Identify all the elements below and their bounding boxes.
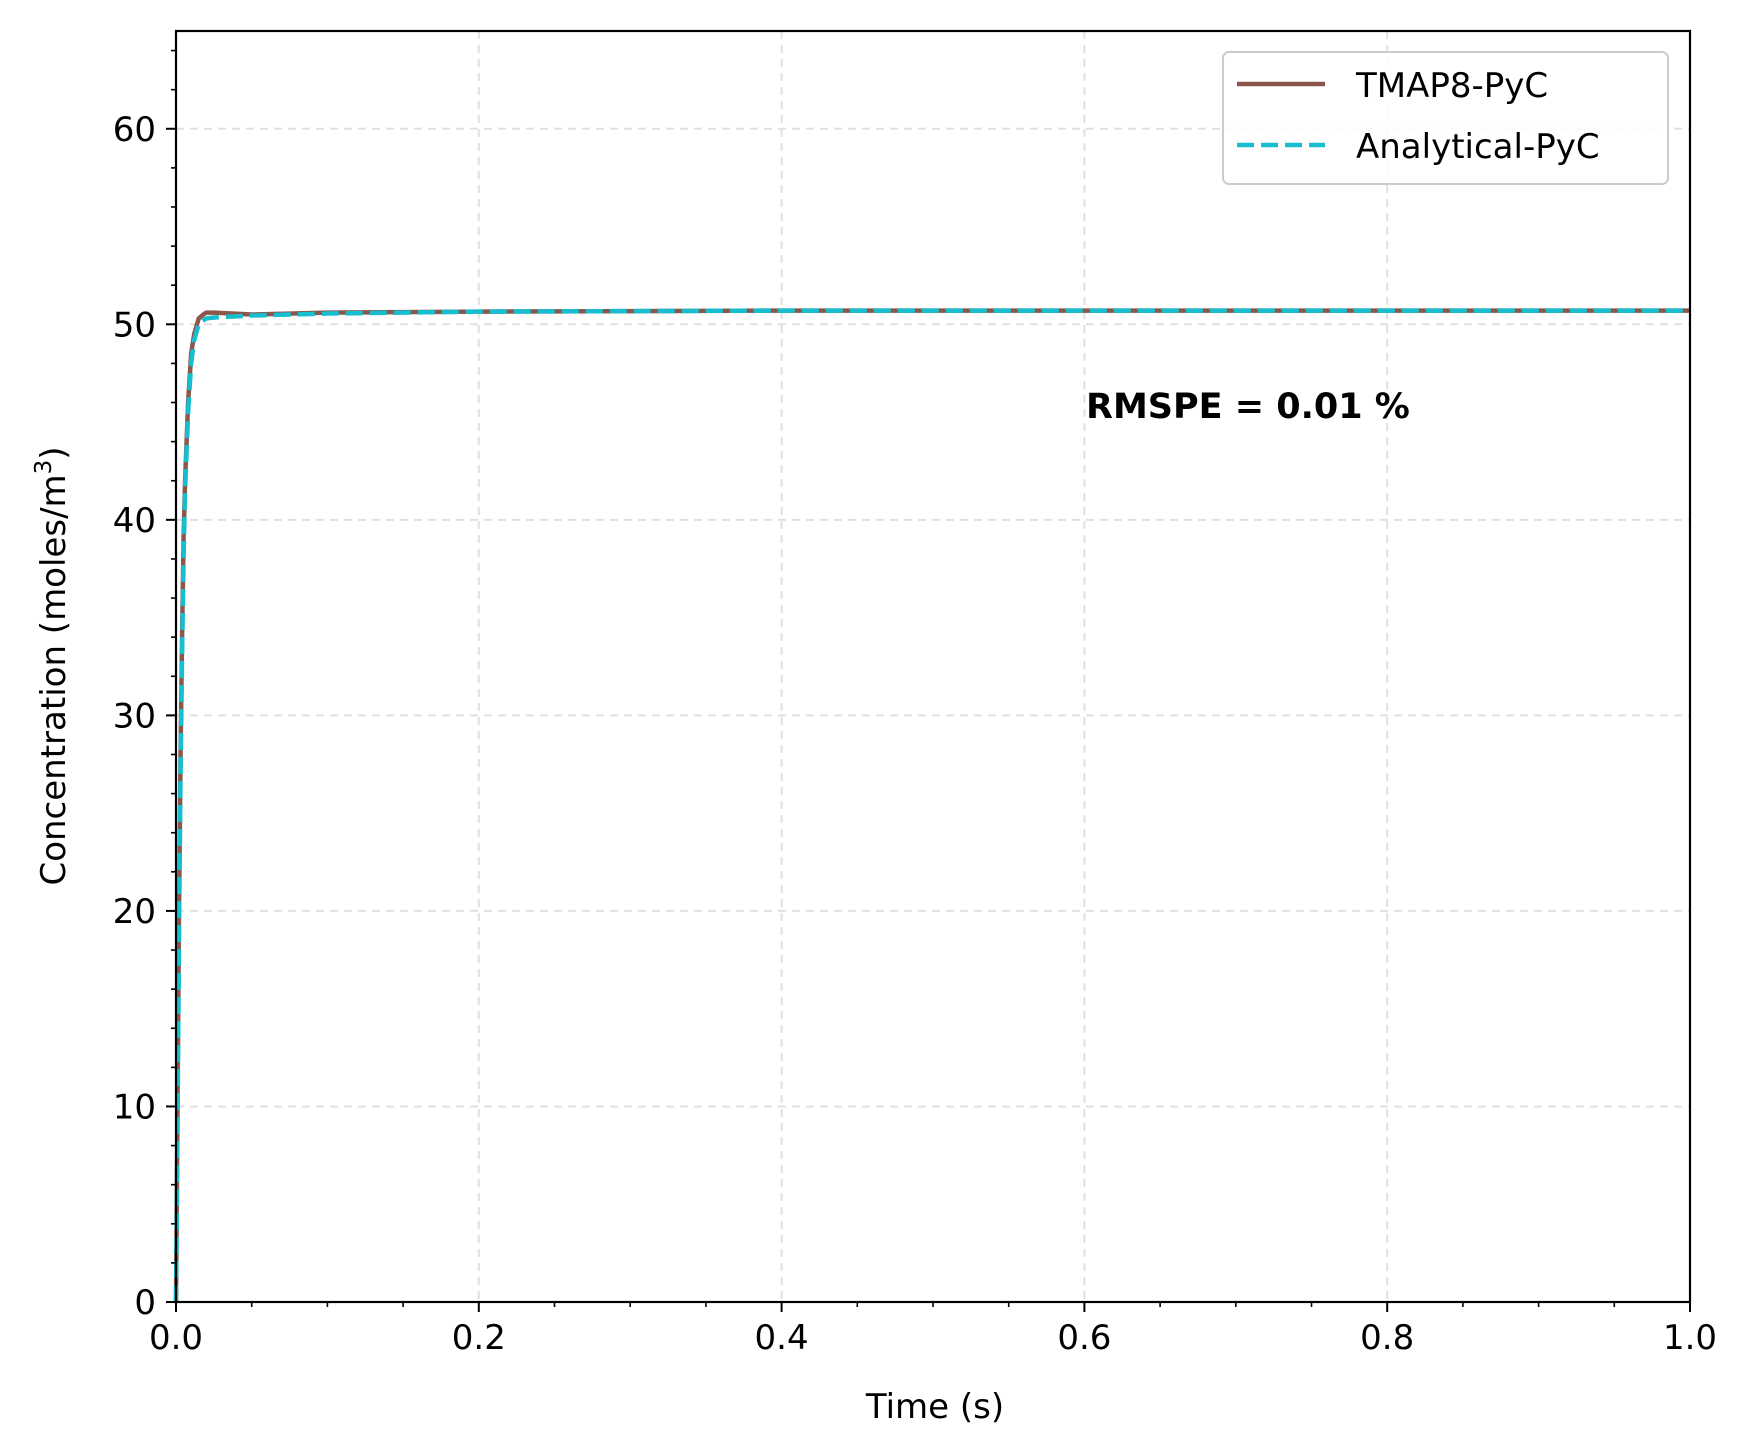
y-tick-label: 60 [113,110,156,150]
y-axis-label-superscript: 3 [31,460,57,475]
x-tick-label: 0.6 [1057,1318,1111,1358]
legend-box [1222,51,1669,185]
legend-label-analytical-pyc: Analytical-PyC [1356,127,1600,167]
tick-labels: 0.0 0.2 0.4 0.6 0.8 1.0 0 10 20 30 40 50 60 [113,110,1717,1358]
series-line-analytical-pyc [173,308,1690,1303]
series-layer [173,308,1690,1303]
y-tick-label: 0 [134,1283,156,1323]
x-tick-label: 0.0 [149,1318,203,1358]
x-tick-label: 0.2 [452,1318,506,1358]
y-tick-label: 20 [113,892,156,932]
legend-label-tmap8-pyc: TMAP8-PyC [1355,66,1548,106]
x-tick-label: 0.8 [1360,1318,1414,1358]
rmspe-annotation: RMSPE = 0.01 % [1086,387,1410,427]
y-axis-label: Concentration (moles/m3) [31,446,74,885]
y-tick-label: 40 [113,501,156,541]
y-tick-label: 50 [113,305,156,345]
legend: TMAP8-PyC Analytical-PyC [1222,51,1669,185]
y-tick-label: 10 [113,1087,156,1127]
axis-ticks [166,49,1691,1312]
y-tick-label: 30 [113,696,156,736]
x-tick-label: 1.0 [1663,1318,1717,1358]
x-axis-label: Time (s) [865,1387,1004,1427]
x-tick-label: 0.4 [755,1318,809,1358]
